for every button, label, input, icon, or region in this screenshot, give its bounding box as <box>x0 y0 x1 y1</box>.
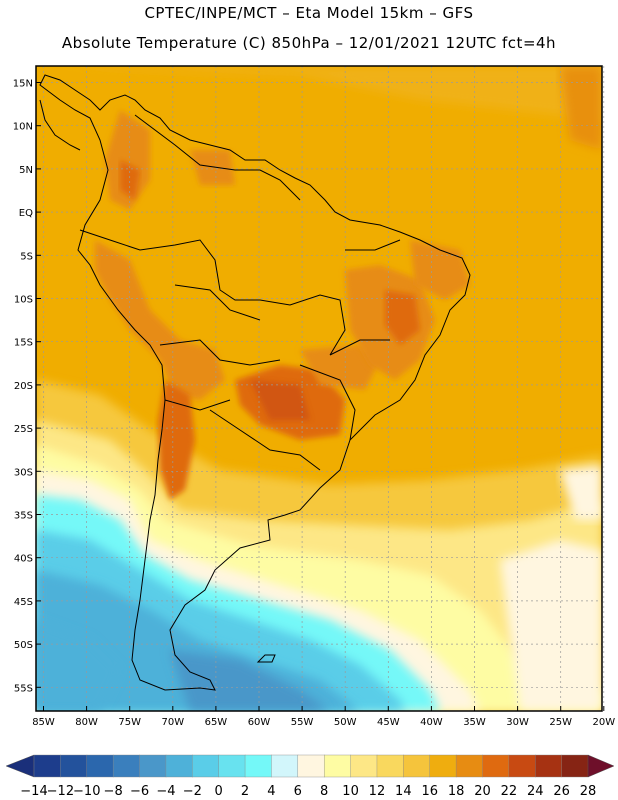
lat-label: 50S <box>14 640 33 651</box>
lat-label: 20S <box>14 381 33 392</box>
colorbar-label: 18 <box>448 784 465 799</box>
colorbar-labels: −14−12−10 −8 −6 −4 −2 0 2 4 6 8 10 12 14 16 18 20 22 24 26… <box>20 784 596 799</box>
lat-label: 30S <box>14 467 33 478</box>
colorbar-label: 16 <box>421 784 438 799</box>
lon-label: 55W <box>291 717 314 728</box>
colorbar-label: −8 <box>104 784 123 799</box>
colorbar-swatch <box>561 754 589 778</box>
longitude-labels: 85W 80W 75W 70W 65W 60W 55W 50W 45W 40W 35W 30W 25W 2… <box>32 706 615 728</box>
lat-label: 25S <box>14 424 33 435</box>
colorbar-swatch <box>376 754 404 778</box>
lat-label: 10S <box>14 295 33 306</box>
colorbar-label: 24 <box>527 784 544 799</box>
coastlines <box>39 74 471 691</box>
lat-label: 10N <box>13 122 33 133</box>
lat-label: 15N <box>13 79 33 90</box>
colorbar-label: −6 <box>130 784 149 799</box>
title-line-2: Absolute Temperature (C) 850hPa – 12/01/… <box>61 34 557 52</box>
colorbar-label: 14 <box>395 784 412 799</box>
colorbar-swatch <box>33 754 61 778</box>
lon-label: 65W <box>205 717 228 728</box>
lon-label: 75W <box>118 717 141 728</box>
south-america-coastline <box>39 74 471 691</box>
lat-label: 5S <box>20 251 33 262</box>
colorbar-arrow-right <box>587 754 615 778</box>
lon-label: 60W <box>248 717 271 728</box>
lat-label: 5N <box>19 165 33 176</box>
map-frame <box>35 65 603 712</box>
colorbar-swatch <box>508 754 536 778</box>
colorbar-label: 4 <box>267 784 275 799</box>
lat-label: 40S <box>14 554 33 565</box>
colorbar-swatch <box>60 754 88 778</box>
colorbar-label: −2 <box>183 784 202 799</box>
colorbar-label: −10 <box>73 784 100 799</box>
colorbar-swatch <box>535 754 563 778</box>
colorbar-label: 2 <box>241 784 249 799</box>
colorbar-label: 12 <box>369 784 386 799</box>
political-borders <box>79 114 401 471</box>
colorbar-arrow-left <box>5 754 35 778</box>
colorbar-swatch <box>455 754 483 778</box>
central-america-coast <box>39 99 81 151</box>
colorbar-swatch <box>139 754 167 778</box>
colorbar-swatch <box>218 754 246 778</box>
colorbar-label: 8 <box>320 784 328 799</box>
colorbar-label: 0 <box>215 784 223 799</box>
colorbar <box>5 754 615 778</box>
colorbar-swatch <box>165 754 193 778</box>
lon-label: 45W <box>377 717 400 728</box>
colorbar-swatch <box>271 754 299 778</box>
colorbar-label: 10 <box>342 784 359 799</box>
lon-label: 85W <box>32 717 55 728</box>
falkland-islands <box>256 654 276 663</box>
lat-label: 35S <box>14 511 33 522</box>
title-line-1: CPTEC/INPE/MCT – Eta Model 15km – GFS <box>144 4 474 22</box>
colorbar-swatch <box>350 754 378 778</box>
colorbar-label: −14 <box>20 784 47 799</box>
colorbar-swatch <box>297 754 325 778</box>
lon-label: 30W <box>506 717 529 728</box>
colorbar-label: −12 <box>47 784 74 799</box>
colorbar-swatch <box>86 754 114 778</box>
colorbar-label: 22 <box>501 784 518 799</box>
lat-label: 55S <box>14 683 33 694</box>
lat-lon-grid <box>36 66 605 711</box>
lon-label: 25W <box>549 717 572 728</box>
colorbar-label: 20 <box>474 784 491 799</box>
colorbar-swatch <box>244 754 272 778</box>
lon-label: 80W <box>75 717 98 728</box>
temperature-field <box>36 66 602 711</box>
lon-label: 50W <box>334 717 357 728</box>
lat-label: 45S <box>14 597 33 608</box>
lat-label: EQ <box>19 208 33 219</box>
colorbar-label: 6 <box>294 784 302 799</box>
colorbar-swatch <box>482 754 510 778</box>
colorbar-swatch <box>192 754 220 778</box>
lon-label: 40W <box>420 717 443 728</box>
colorbar-label: −4 <box>156 784 175 799</box>
lat-label: 15S <box>14 338 33 349</box>
colorbar-swatch <box>403 754 431 778</box>
lon-label: 35W <box>463 717 486 728</box>
lon-label: 20W <box>592 717 615 728</box>
colorbar-swatch <box>112 754 141 778</box>
colorbar-swatch <box>323 754 352 778</box>
lon-label: 70W <box>161 717 184 728</box>
colorbar-label: 26 <box>553 784 570 799</box>
colorbar-label: 28 <box>580 784 597 799</box>
colorbar-swatch <box>429 754 457 778</box>
latitude-labels: 15N 10N 5N EQ 5S 10S 15S 20S 25S 30S 35S 40S 45S 50S 5… <box>13 79 41 694</box>
